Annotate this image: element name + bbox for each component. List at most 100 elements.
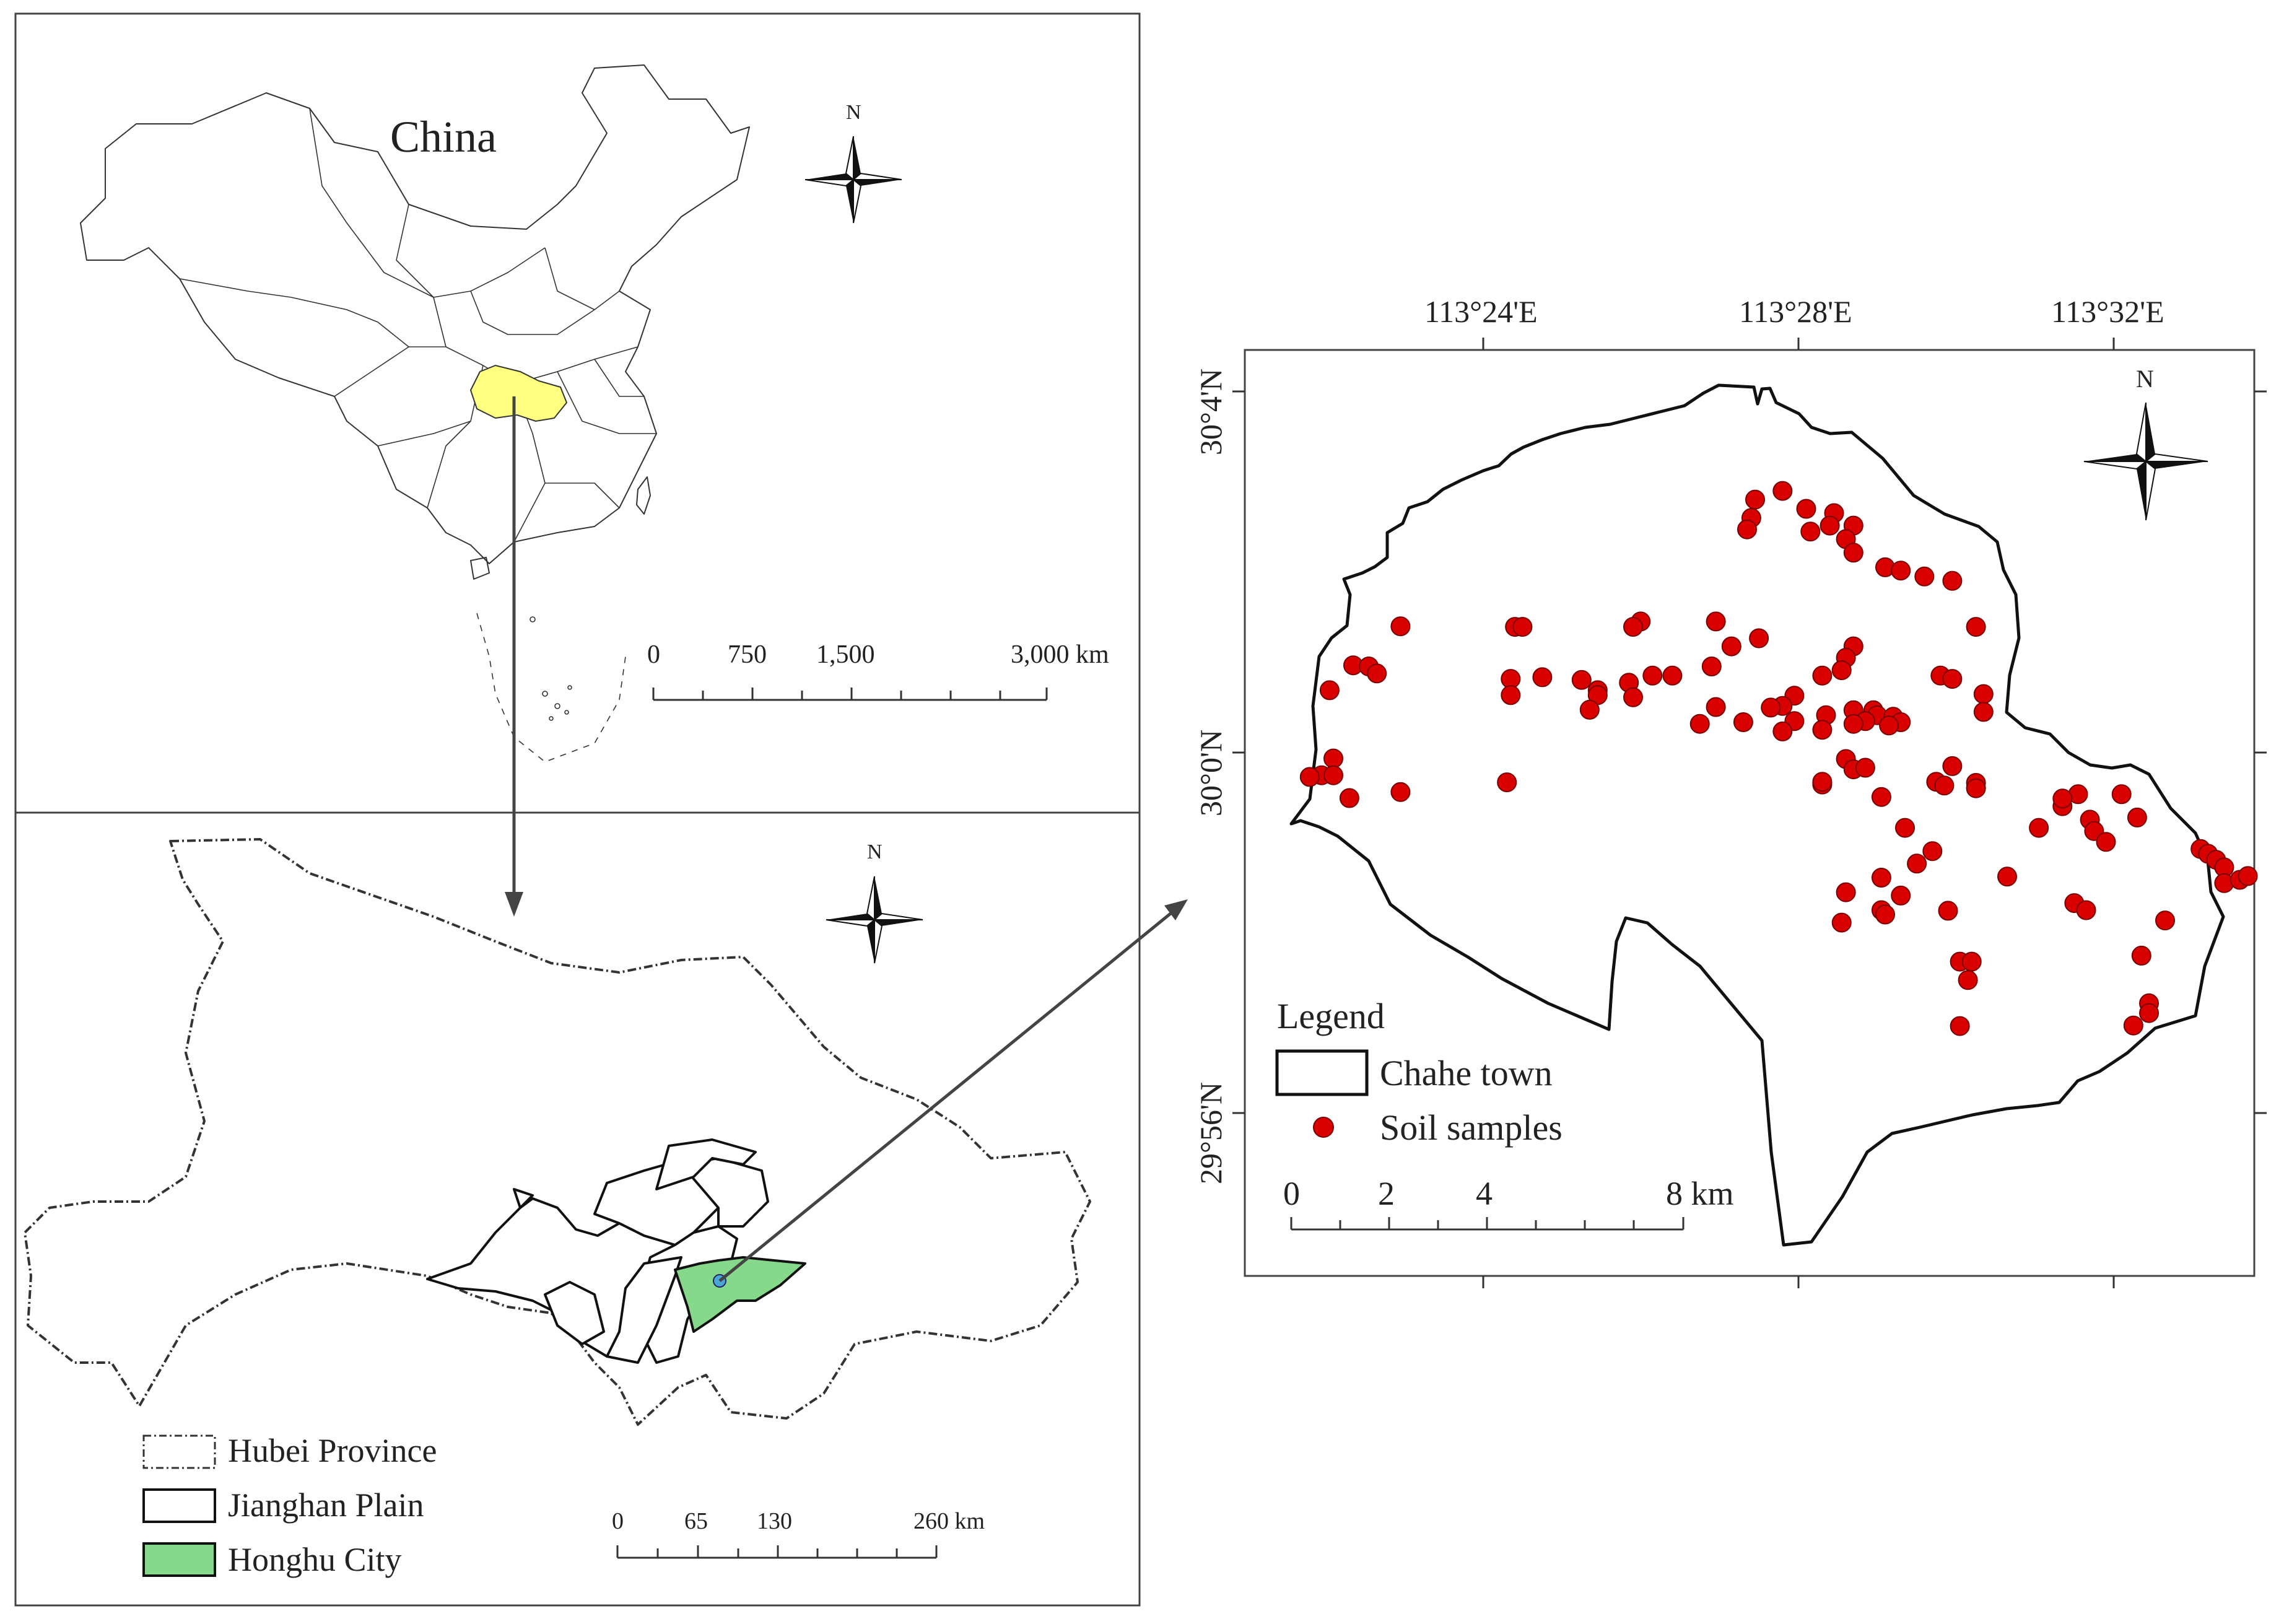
soil-sample-point xyxy=(1706,697,1726,717)
soil-sample-point xyxy=(1812,665,1833,686)
soil-sample-point xyxy=(2123,1015,2143,1036)
detail-north-arrow xyxy=(2083,402,2208,521)
soil-sample-point xyxy=(1812,720,1833,740)
south-china-sea-inset xyxy=(476,613,626,762)
soil-sample-point xyxy=(1942,756,1963,776)
soil-sample-point xyxy=(1871,787,1891,807)
china-title: China xyxy=(390,112,497,162)
china-north-label: N xyxy=(846,101,861,124)
hubei-panel: N Hubei Province Jianghan Plain Honghu C… xyxy=(14,811,1141,1607)
hubei-scale-label-0: 0 xyxy=(612,1508,624,1534)
legend-swatch-chahe xyxy=(1275,1049,1369,1096)
soil-sample-point xyxy=(1855,757,1875,778)
soil-sample-point xyxy=(1772,481,1793,501)
soil-sample-point xyxy=(1772,721,1793,741)
soil-sample-point xyxy=(1390,782,1411,802)
hubei-panel-frame xyxy=(14,811,1141,1607)
soil-sample-point xyxy=(1701,657,1722,676)
taiwan-island xyxy=(470,476,651,580)
soil-sample-point xyxy=(1749,628,1769,648)
legend-label-jianghan: Jianghan Plain xyxy=(228,1486,424,1524)
soil-sample-point xyxy=(1836,882,1856,902)
lat-tick-label-1: 30°4'N xyxy=(1193,369,1228,455)
soil-sample-point xyxy=(1843,543,1863,563)
soil-sample-point xyxy=(1961,951,1982,972)
soil-sample-point xyxy=(1689,714,1710,734)
legend-label-honghu: Honghu City xyxy=(228,1541,402,1578)
detail-scale-label-2: 2 xyxy=(1378,1175,1395,1212)
soil-sample-point xyxy=(2111,784,2132,805)
soil-sample-point xyxy=(1914,566,1935,587)
hubei-north-arrow xyxy=(826,876,923,964)
soil-sample-point xyxy=(1812,772,1833,792)
lon-tick-label-2: 113°28'E xyxy=(1739,294,1852,329)
china-panel-frame xyxy=(14,12,1141,814)
hubei-north-label: N xyxy=(867,840,883,863)
soil-sample-point xyxy=(1623,617,1643,637)
china-scalebar: 0 750 1,500 3,000 km xyxy=(647,640,1109,701)
lon-tick-label-1: 113°24'E xyxy=(1424,294,1538,329)
hubei-province-boundary xyxy=(24,838,1091,1426)
soil-sample-point xyxy=(2155,910,2175,931)
soil-sample-point xyxy=(1843,714,1863,734)
jianghan-plain xyxy=(426,1138,769,1364)
soil-sample-point xyxy=(1800,522,1821,542)
legend-label-hubei: Hubei Province xyxy=(228,1432,437,1469)
detail-scale-label-4: 4 xyxy=(1476,1175,1493,1212)
soil-sample-point xyxy=(1895,818,1915,838)
soil-sample-point xyxy=(1879,715,1899,736)
soil-sample-point xyxy=(1497,772,1517,793)
soil-sample-point xyxy=(1942,669,1963,689)
soil-sample-point xyxy=(2076,900,2096,920)
soil-sample-point xyxy=(1871,868,1891,888)
soil-sample-point xyxy=(1997,867,2017,887)
soil-sample-point xyxy=(1950,1016,1970,1036)
soil-sample-point xyxy=(1958,970,1978,990)
hubei-scale-label-260: 260 km xyxy=(913,1508,985,1534)
soil-sample-point xyxy=(1623,687,1643,707)
soil-sample-point xyxy=(1796,499,1816,519)
soil-sample-point xyxy=(1323,748,1343,769)
soil-sample-point xyxy=(1966,778,1986,798)
honghu-city xyxy=(674,1256,806,1333)
soil-sample-point xyxy=(1938,901,1958,921)
soil-sample-point xyxy=(1390,616,1411,637)
soil-samples-layer xyxy=(1299,481,2258,1036)
legend-swatch-jianghan xyxy=(142,1488,216,1523)
soil-sample-point xyxy=(1891,885,1911,906)
legend-swatch-hubei xyxy=(142,1434,216,1469)
soil-sample-point xyxy=(1299,767,1320,787)
soil-sample-point xyxy=(1642,665,1663,686)
lat-tick-label-2: 30°0'N xyxy=(1193,730,1228,816)
legend-label-chahe: Chahe town xyxy=(1380,1053,1553,1093)
hubei-scale-label-65: 65 xyxy=(684,1508,708,1534)
legend-label-soil: Soil samples xyxy=(1380,1107,1563,1148)
hubei-scale-label-130: 130 xyxy=(757,1508,792,1534)
soil-sample-point xyxy=(1733,712,1753,732)
detail-scale-label-0: 0 xyxy=(1283,1175,1300,1212)
soil-sample-point xyxy=(1512,617,1533,637)
china-panel: China N 0 750 1,500 3,000 km xyxy=(14,12,1141,814)
soil-sample-point xyxy=(2029,818,2049,838)
soil-sample-point xyxy=(1323,765,1343,785)
soil-sample-point xyxy=(2131,945,2151,966)
hubei-legend: Hubei Province Jianghan Plain Honghu Cit… xyxy=(142,1432,437,1578)
soil-sample-point xyxy=(1532,667,1553,688)
hubei-scalebar: 0 65 130 260 km xyxy=(612,1508,985,1559)
soil-sample-point xyxy=(1966,617,1986,637)
soil-sample-point xyxy=(1339,788,1359,808)
soil-sample-point xyxy=(1745,489,1765,510)
chahe-town-boundary xyxy=(1289,383,2225,1247)
soil-sample-point xyxy=(1934,775,1955,796)
detail-panel: 113°24'E 113°28'E 113°32'E 30°4'N 30°0'N… xyxy=(1193,294,2267,1288)
detail-panel-frame xyxy=(1244,349,2256,1277)
china-province-lines xyxy=(179,108,656,543)
detail-scalebar: 0 2 4 8 km xyxy=(1283,1175,1734,1231)
soil-sample-point xyxy=(1367,663,1387,684)
soil-sample-point xyxy=(1831,912,1852,933)
arrow-head-honghu-to-detail xyxy=(1164,899,1188,920)
soil-sample-point xyxy=(1891,561,1911,581)
soil-sample-point xyxy=(1973,684,1994,704)
soil-sample-point xyxy=(1875,904,1895,925)
